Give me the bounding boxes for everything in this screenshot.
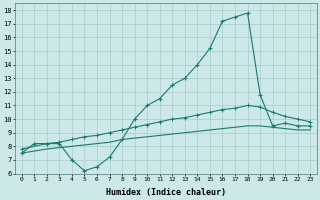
X-axis label: Humidex (Indice chaleur): Humidex (Indice chaleur): [106, 188, 226, 197]
